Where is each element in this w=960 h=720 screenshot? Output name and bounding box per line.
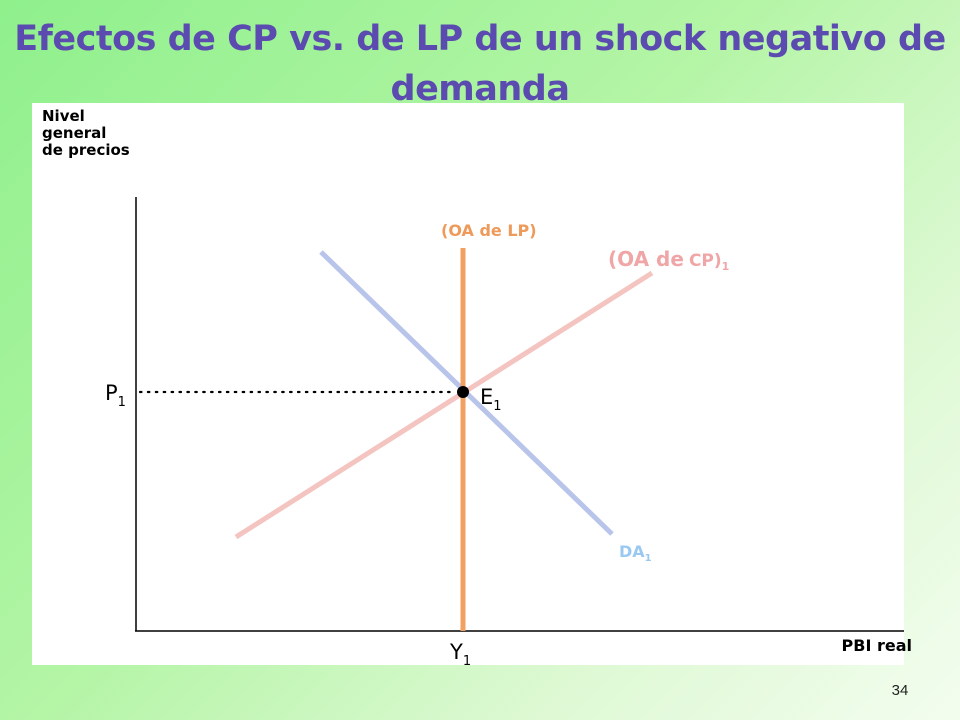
equilibrium-point xyxy=(457,386,469,398)
x-axis-title: PBI real xyxy=(841,636,912,655)
lras-label: (OA de LP) xyxy=(441,221,537,240)
slide-title: Efectos de CP vs. de LP de un shock nega… xyxy=(14,19,946,109)
y-axis-title: Nivel general de precios xyxy=(42,107,130,159)
equilibrium-label: E1 xyxy=(480,385,502,414)
ad-label: DA1 xyxy=(619,542,652,564)
sras-label: (OA de CP)1 xyxy=(608,247,729,273)
page-number: 34 xyxy=(891,682,909,699)
diagram-panel xyxy=(32,103,904,665)
sras-curve xyxy=(234,270,654,540)
price-level-label: P1 xyxy=(105,381,126,410)
output-level-label: Y1 xyxy=(449,640,471,669)
